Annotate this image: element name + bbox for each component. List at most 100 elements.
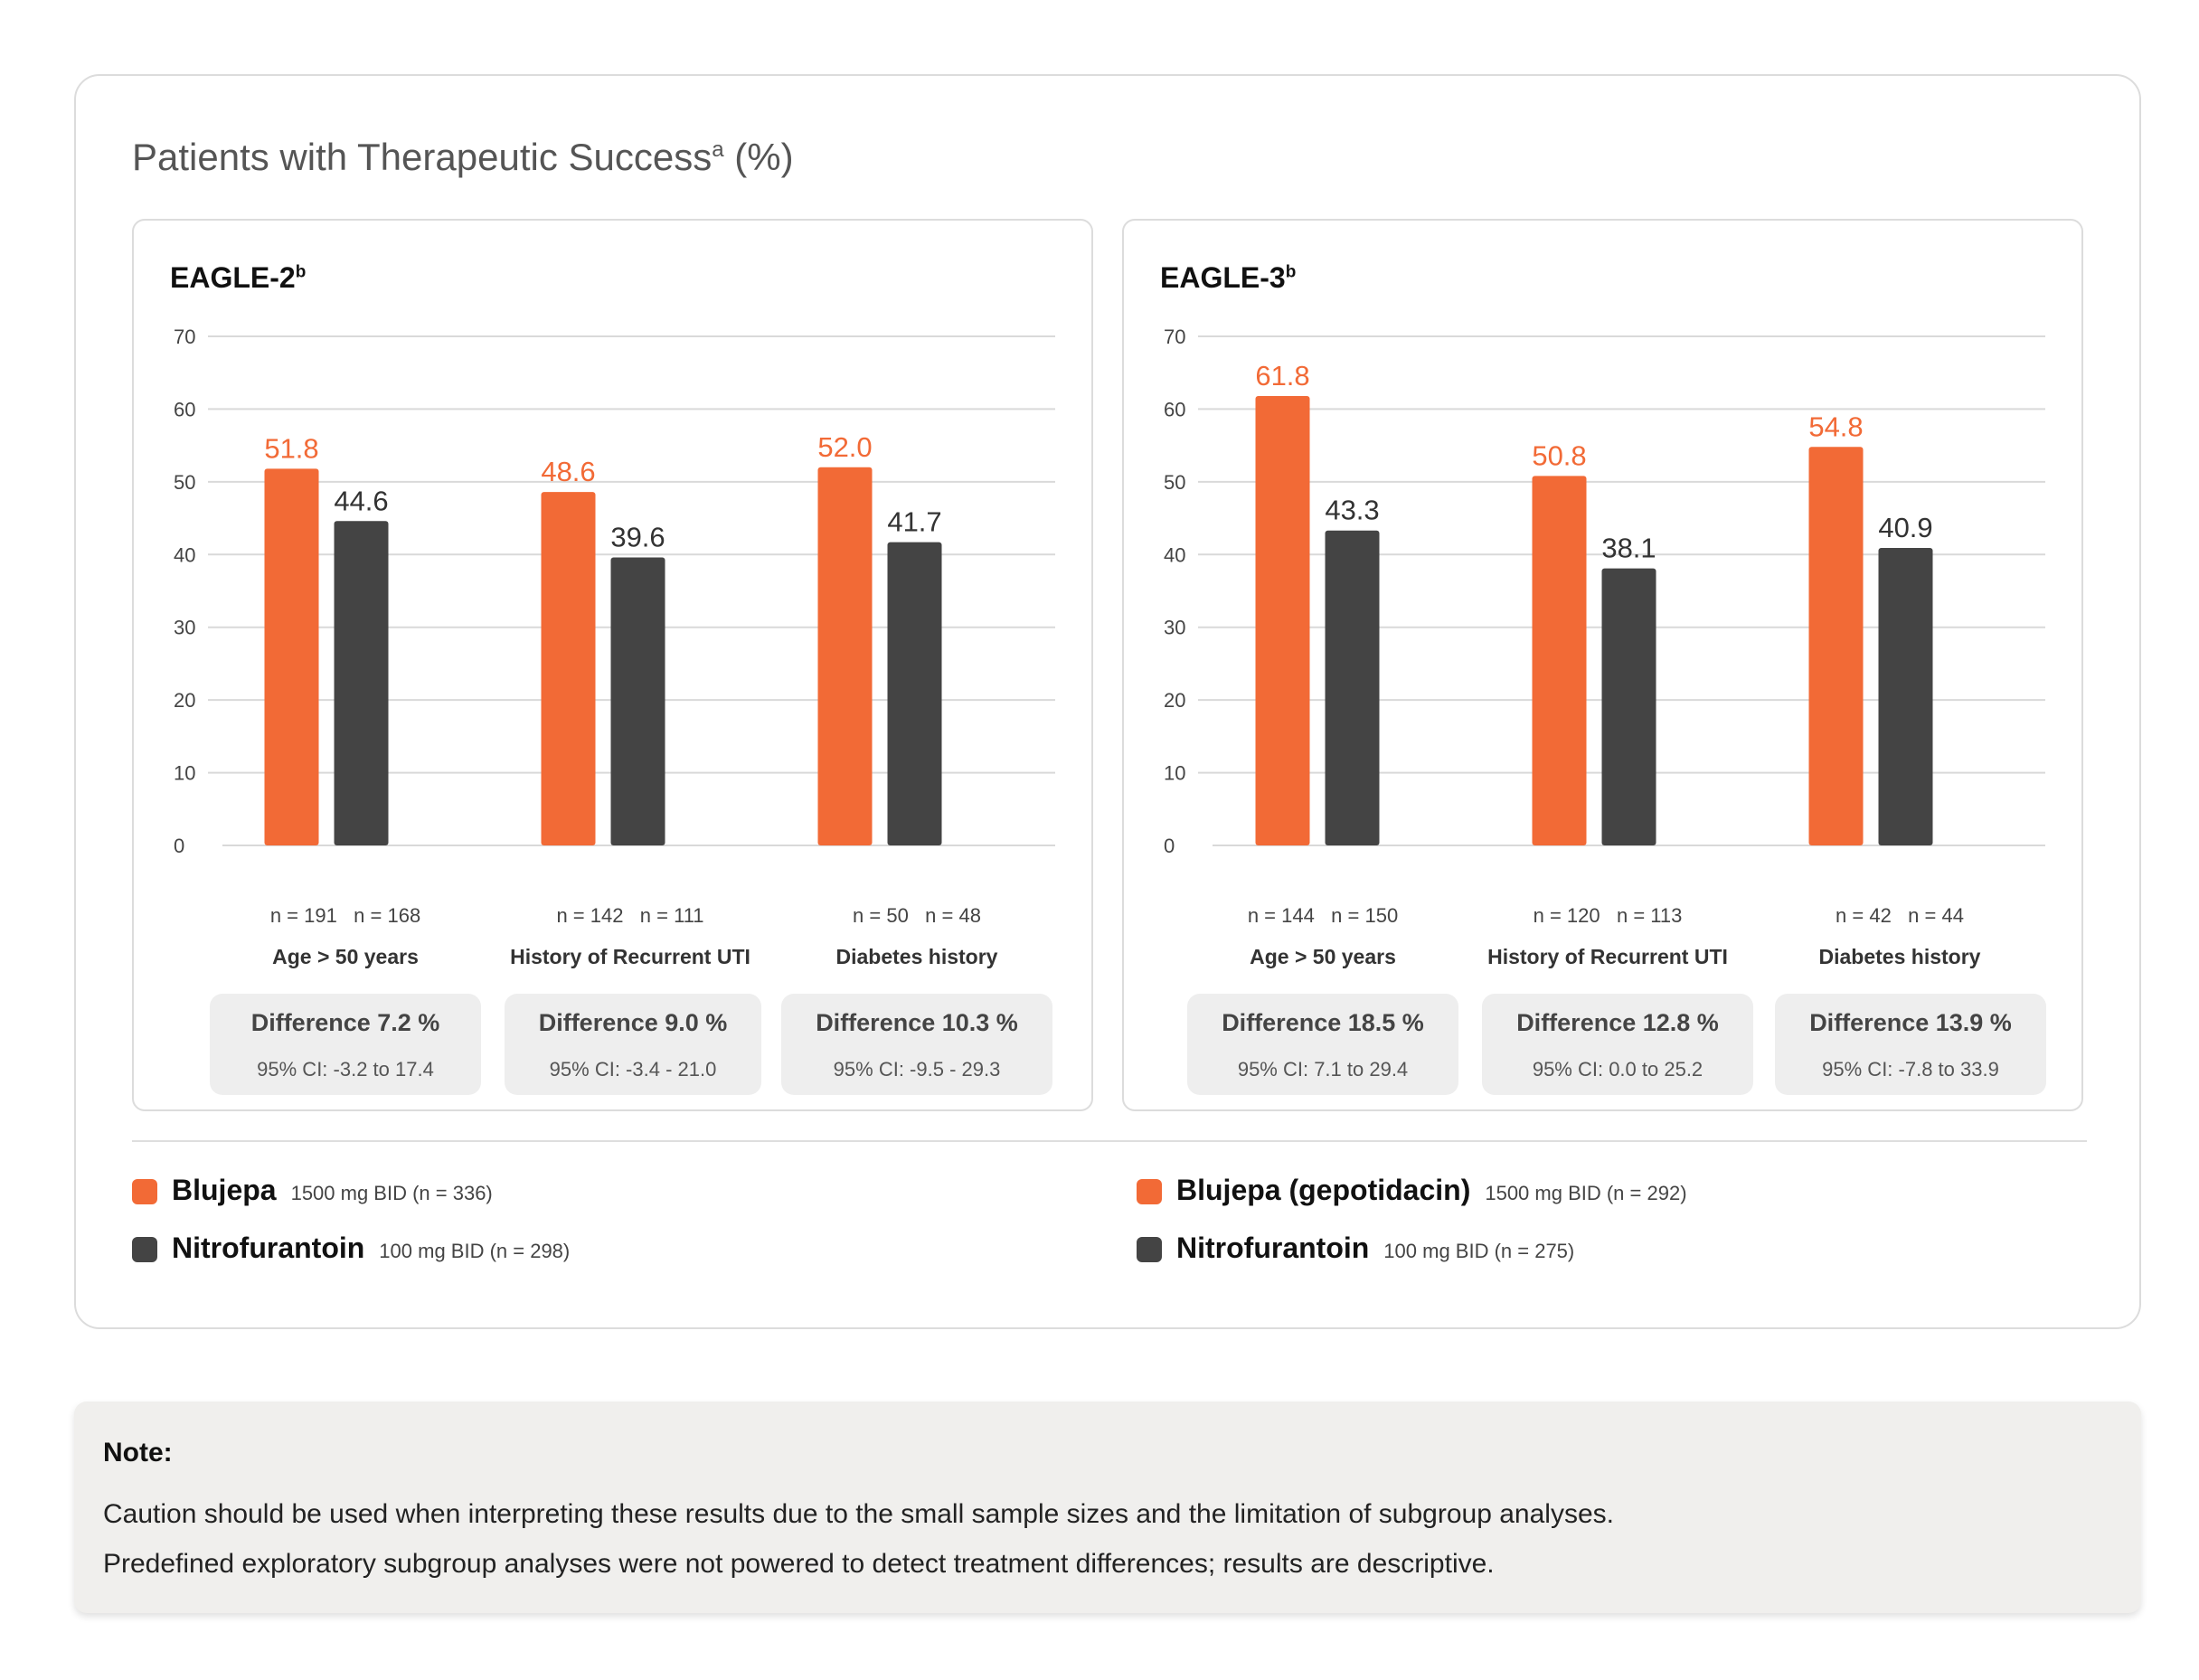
swatch-blujepa	[132, 1179, 157, 1204]
legend-label: Nitrofurantoin 100 mg BID (n = 298)	[172, 1232, 570, 1265]
y-tick-label: 40	[1164, 543, 1185, 566]
confidence-interval: 95% CI: 0.0 to 25.2	[1532, 1058, 1704, 1081]
confidence-interval: 95% CI: -7.8 to 33.9	[1822, 1058, 1999, 1081]
legend-item-blujepa: Blujepa (gepotidacin) 1500 mg BID (n = 29…	[1137, 1172, 2041, 1230]
y-tick-label: 30	[174, 617, 195, 639]
category-label: Diabetes history	[836, 945, 998, 968]
category-label: Age > 50 years	[1250, 945, 1396, 968]
legend-item-blujepa: Blujepa 1500 mg BID (n = 336)	[132, 1172, 1036, 1230]
difference-box: Difference 7.2 % 95% CI: -3.2 to 17.4	[210, 994, 481, 1095]
chart-title-text: EAGLE-2	[170, 261, 296, 294]
legend-name: Nitrofurantoin	[172, 1232, 365, 1264]
bar-nitrofurantoin	[610, 557, 665, 845]
divider	[132, 1140, 2087, 1142]
data-label: 44.6	[334, 485, 388, 516]
bar-nitrofurantoin	[1601, 568, 1656, 845]
y-tick-label: 30	[1164, 617, 1185, 639]
bar-nitrofurantoin	[887, 542, 942, 845]
sample-size-label: n = 144 n = 150	[1248, 904, 1398, 927]
chart-title: EAGLE-2b	[170, 261, 306, 295]
chart-panel-eagle-2: EAGLE-2b 0 10 20 30 40 50 60 70 51.8 44.6 n = 191 …	[132, 219, 1093, 1111]
results-card: Patients with Therapeutic Successa (%) E…	[74, 74, 2141, 1329]
category-label: History of Recurrent UTI	[1487, 945, 1728, 968]
chart-title-superscript: b	[1285, 262, 1297, 282]
difference-value: Difference 7.2 %	[250, 1009, 440, 1036]
note-text: Caution should be used when interpreting…	[103, 1499, 1614, 1529]
y-tick-label: 20	[174, 689, 195, 712]
y-tick-label: 0	[174, 835, 184, 857]
page-title: Patients with Therapeutic Successa (%)	[132, 136, 794, 179]
y-tick-label: 50	[1164, 471, 1185, 494]
title-text: Patients with Therapeutic Success	[132, 136, 713, 178]
sample-size-label: n = 42 n = 44	[1836, 904, 1964, 927]
data-label: 39.6	[610, 522, 665, 553]
note-text: Predefined exploratory subgroup analyses…	[103, 1549, 1495, 1579]
bar-blujepa	[817, 467, 873, 845]
data-label: 41.7	[887, 506, 941, 538]
y-tick-label: 60	[1164, 398, 1185, 420]
legend-dose: 100 mg BID (n = 275)	[1383, 1240, 1575, 1262]
confidence-interval: 95% CI: 7.1 to 29.4	[1237, 1058, 1409, 1081]
difference-box: Difference 13.9 % 95% CI: -7.8 to 33.9	[1775, 994, 2046, 1095]
note-title: Note:	[103, 1438, 173, 1468]
data-label: 50.8	[1532, 439, 1586, 471]
confidence-interval: 95% CI: -3.2 to 17.4	[257, 1058, 434, 1081]
sample-size-label: n = 50 n = 48	[853, 904, 981, 927]
swatch-nitrofurantoin	[1137, 1237, 1162, 1262]
y-tick-label: 70	[174, 326, 195, 348]
difference-box: Difference 10.3 % 95% CI: -9.5 - 29.3	[781, 994, 1052, 1095]
data-label: 61.8	[1255, 360, 1309, 392]
legend-label: Blujepa 1500 mg BID (n = 336)	[172, 1174, 493, 1207]
legend-eagle-2: Blujepa 1500 mg BID (n = 336) Nitrofurant…	[132, 1172, 1036, 1288]
y-tick-label: 10	[1164, 762, 1185, 785]
legend-label: Nitrofurantoin 100 mg BID (n = 275)	[1176, 1232, 1574, 1265]
confidence-interval: 95% CI: -9.5 - 29.3	[833, 1058, 1001, 1081]
category-label: Diabetes history	[1819, 945, 1981, 968]
data-label: 40.9	[1878, 512, 1932, 543]
data-label: 38.1	[1601, 533, 1656, 564]
legend-name: Nitrofurantoin	[1176, 1232, 1370, 1264]
legend-name: Blujepa	[172, 1174, 277, 1206]
category-label: Age > 50 years	[272, 945, 419, 968]
chart-title-text: EAGLE-3	[1160, 261, 1286, 294]
bar-blujepa	[1532, 476, 1587, 845]
note-box: Note: Caution should be used when interp…	[74, 1402, 2141, 1613]
legend-label: Blujepa (gepotidacin) 1500 mg BID (n = 29…	[1176, 1174, 1687, 1207]
y-tick-label: 20	[1164, 689, 1185, 712]
legend-item-nitrofurantoin: Nitrofurantoin 100 mg BID (n = 275)	[1137, 1230, 2041, 1288]
bar-nitrofurantoin	[1325, 530, 1380, 845]
difference-value: Difference 9.0 %	[538, 1009, 728, 1036]
y-tick-label: 50	[174, 471, 195, 494]
difference-value: Difference 18.5 %	[1222, 1009, 1424, 1036]
y-tick-label: 70	[1164, 326, 1185, 348]
title-superscript: a	[712, 137, 724, 162]
difference-value: Difference 13.9 %	[1809, 1009, 2012, 1036]
data-label: 54.8	[1808, 411, 1863, 442]
category-label: History of Recurrent UTI	[510, 945, 750, 968]
data-label: 52.0	[817, 431, 872, 463]
chart-title: EAGLE-3b	[1160, 261, 1296, 295]
confidence-interval: 95% CI: -3.4 - 21.0	[549, 1058, 717, 1081]
swatch-blujepa	[1137, 1179, 1162, 1204]
legend-name: Blujepa (gepotidacin)	[1176, 1174, 1471, 1206]
bar-nitrofurantoin	[1878, 548, 1933, 845]
bar-nitrofurantoin	[334, 521, 389, 845]
bar-blujepa	[264, 468, 319, 845]
y-tick-label: 0	[1164, 835, 1175, 857]
difference-box: Difference 12.8 % 95% CI: 0.0 to 25.2	[1482, 994, 1753, 1095]
y-tick-label: 60	[174, 398, 195, 420]
sample-size-label: n = 120 n = 113	[1534, 904, 1683, 927]
data-label: 48.6	[541, 456, 595, 487]
bar-blujepa	[1808, 447, 1864, 845]
legend-dose: 100 mg BID (n = 298)	[379, 1240, 571, 1262]
difference-value: Difference 10.3 %	[816, 1009, 1018, 1036]
chart-panel-eagle-3: EAGLE-3b 0 10 20 30 40 50 60 70 61.8 43.3 n = 144 …	[1122, 219, 2083, 1111]
y-tick-label: 10	[174, 762, 195, 785]
bar-blujepa	[541, 492, 596, 845]
chart-title-superscript: b	[295, 262, 307, 282]
sample-size-label: n = 191 n = 168	[270, 904, 420, 927]
difference-box: Difference 18.5 % 95% CI: 7.1 to 29.4	[1187, 994, 1458, 1095]
legend-item-nitrofurantoin: Nitrofurantoin 100 mg BID (n = 298)	[132, 1230, 1036, 1288]
difference-value: Difference 12.8 %	[1516, 1009, 1719, 1036]
bar-chart-eagle-3: 0 10 20 30 40 50 60 70 61.8 43.3 n = 144 n = 150 Ag…	[1164, 326, 2045, 968]
